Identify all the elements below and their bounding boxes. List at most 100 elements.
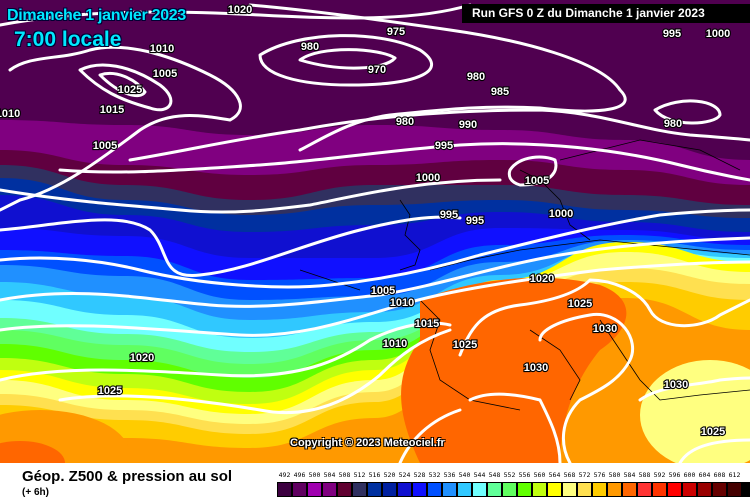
isobar-label: 1000	[549, 208, 573, 220]
scale-swatch	[502, 482, 517, 497]
scale-swatch	[352, 482, 367, 497]
scale-tick-label: 524	[398, 471, 411, 479]
isobar-label: 1030	[524, 362, 548, 374]
copyright-text: Copyright © 2023 Meteociel.fr	[290, 437, 445, 449]
legend-footer: Géop. Z500 & pression au sol (+ 6h) 492 4…	[0, 463, 750, 500]
scale-swatch	[577, 482, 592, 497]
isobar-label: 1010	[150, 43, 174, 55]
scale-swatch	[712, 482, 727, 497]
isobar-label: 980	[396, 116, 414, 128]
isobar-label: 995	[663, 28, 681, 40]
scale-tick-label: 508	[338, 471, 351, 479]
scale-tick-label: 548	[488, 471, 501, 479]
isobar-label: 980	[664, 118, 682, 130]
scale-tick-label: 600	[683, 471, 696, 479]
isobar-label: 1030	[664, 379, 688, 391]
high-pressure-zone	[401, 277, 627, 463]
isobar-label: 970	[368, 64, 386, 76]
scale-tick-label: 556	[518, 471, 531, 479]
scale-tick-label: 564	[548, 471, 561, 479]
forecast-date: Dimanche 1 janvier 2023	[7, 7, 186, 24]
isobar-label: 1000	[706, 28, 730, 40]
scale-tick-label: 568	[563, 471, 576, 479]
scale-tick-label: 544	[473, 471, 486, 479]
scale-swatch	[682, 482, 697, 497]
scale-swatch	[472, 482, 487, 497]
scale-tick-label: 592	[653, 471, 666, 479]
run-banner: Run GFS 0 Z du Dimanche 1 janvier 2023	[462, 4, 750, 23]
isobar-label: 1025	[701, 426, 725, 438]
scale-tick-label: 532	[428, 471, 441, 479]
isobar-label: 1005	[525, 175, 549, 187]
scale-swatch	[742, 482, 750, 497]
isobar-label: 1005	[153, 68, 177, 80]
isobar-label: 1030	[593, 323, 617, 335]
z500-pressure-map: 1020101010051025101510059809759709809859…	[0, 0, 750, 463]
scale-swatch	[697, 482, 712, 497]
scale-tick-label: 612	[728, 471, 741, 479]
scale-tick-label: 604	[698, 471, 711, 479]
scale-swatch	[397, 482, 412, 497]
coastlines	[299, 139, 750, 411]
scale-swatch	[562, 482, 577, 497]
scale-tick-label: 584	[623, 471, 636, 479]
scale-tick-label: 560	[533, 471, 546, 479]
scale-swatch	[622, 482, 637, 497]
isobar-label: 1025	[568, 298, 592, 310]
scale-tick-label: 540	[458, 471, 471, 479]
scale-tick-label: 512	[353, 471, 366, 479]
scale-tick-label: 576	[593, 471, 606, 479]
scale-swatch	[427, 482, 442, 497]
scale-swatch	[517, 482, 532, 497]
scale-swatch	[412, 482, 427, 497]
scale-swatch	[367, 482, 382, 497]
isobar-label: 980	[301, 41, 319, 53]
scale-swatch	[532, 482, 547, 497]
scale-tick-label: 588	[638, 471, 651, 479]
light-zone	[640, 360, 750, 463]
isobar-label: 1005	[371, 285, 395, 297]
isobar-labels: 1020101010051025101510059809759709809859…	[0, 3, 731, 439]
scale-tick-label: 500	[308, 471, 321, 479]
isobar-label: 1020	[530, 273, 554, 285]
scale-tick-label: 596	[668, 471, 681, 479]
isobar-label: 985	[491, 86, 509, 98]
isobar-label: 995	[435, 140, 453, 152]
scale-tick-label: 520	[383, 471, 396, 479]
scale-swatch	[547, 482, 562, 497]
scale-swatch	[727, 482, 742, 497]
scale-swatch	[322, 482, 337, 497]
isobar-label: 1005	[93, 140, 117, 152]
scale-tick-label: 504	[323, 471, 336, 479]
isobar-label: 980	[467, 71, 485, 83]
scale-swatch	[292, 482, 307, 497]
scale-tick-label: 580	[608, 471, 621, 479]
scale-swatch	[592, 482, 607, 497]
scale-swatch	[382, 482, 397, 497]
scale-swatch	[277, 482, 292, 497]
scale-tick-label: 608	[713, 471, 726, 479]
isobar-label: 1020	[228, 4, 252, 16]
scale-swatch	[307, 482, 322, 497]
scale-swatch	[487, 482, 502, 497]
isobar-label: 1020	[130, 352, 154, 364]
isobar-label: 1010	[0, 108, 20, 120]
isobar-label: 1000	[416, 172, 440, 184]
scale-swatch	[667, 482, 682, 497]
scale-swatch	[457, 482, 472, 497]
scale-swatch	[607, 482, 622, 497]
scale-tick-label: 552	[503, 471, 516, 479]
isobar-label: 995	[440, 209, 458, 221]
isobar-label: 990	[459, 119, 477, 131]
scale-swatch	[442, 482, 457, 497]
scale-swatch	[637, 482, 652, 497]
isobar-label: 1010	[390, 297, 414, 309]
forecast-time: 7:00 locale	[14, 28, 122, 51]
isobar-label: 1025	[118, 84, 142, 96]
scale-swatch	[652, 482, 667, 497]
scale-tick-label: 516	[368, 471, 381, 479]
high-pressure-zone	[0, 441, 65, 463]
scale-tick-label: 496	[293, 471, 306, 479]
scale-tick-label: 572	[578, 471, 591, 479]
